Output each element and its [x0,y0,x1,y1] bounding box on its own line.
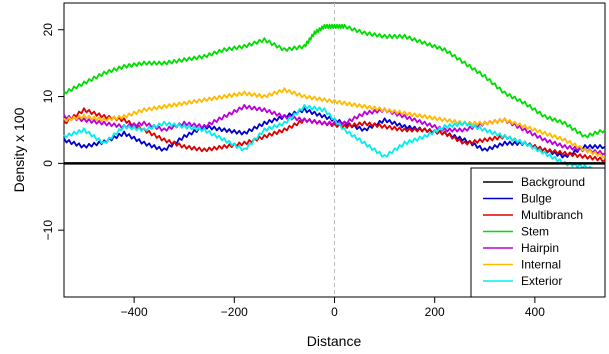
legend-label-stem: Stem [521,225,549,239]
legend-label-exterior: Exterior [521,274,562,288]
x-tick-label: −400 [121,305,148,319]
x-tick-label: 400 [525,305,545,319]
legend-label-internal: Internal [521,258,561,272]
y-tick-label: 0 [41,160,55,167]
legend-label-multibranch: Multibranch [521,208,583,222]
x-tick-label: −200 [221,305,248,319]
x-tick-label: 0 [331,305,338,319]
legend-label-background: Background [521,175,585,189]
y-tick-label: 10 [41,90,55,104]
legend-label-bulge: Bulge [521,192,552,206]
series-layer [63,23,606,176]
series-exterior-line [63,104,606,176]
x-axis: −400 −200 0 200 400 [121,297,545,319]
series-internal-line [63,87,606,159]
x-axis-label: Distance [307,333,362,349]
x-tick-label: 200 [425,305,445,319]
y-tick-label: −10 [41,220,55,241]
y-tick-label: 20 [41,23,55,37]
legend: Background Bulge Multibranch Stem Hairpin Int… [470,167,606,298]
legend-box [470,167,606,298]
series-stem-line [63,23,606,139]
y-axis: −10 0 10 20 [41,23,64,241]
y-axis-label: Density x 100 [11,107,27,192]
legend-label-hairpin: Hairpin [521,241,559,255]
